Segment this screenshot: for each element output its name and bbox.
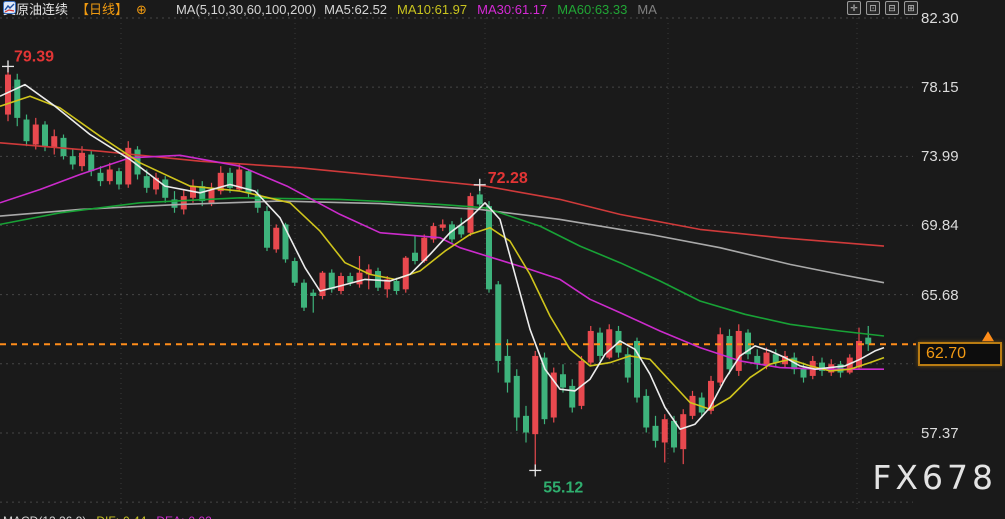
candles	[5, 66, 872, 471]
ma-line-ma200	[0, 142, 885, 247]
extreme-label-1: 72.28	[488, 170, 528, 187]
sub-indicator-seg-1: DIF:-0.44	[96, 514, 146, 519]
sub-indicator-strip: MACD(12,26,9) DIF:-0.44 DEA:-0.02	[0, 514, 1005, 519]
ma-settings-label: MA(5,10,30,60,100,200)	[175, 2, 317, 17]
watermark: FX678	[872, 458, 997, 497]
extreme-label-0: 79.39	[14, 48, 54, 65]
add-indicator-icon[interactable]: ⊕	[136, 2, 147, 17]
ma-values: MA5:62.52 MA10:61.97 MA30:61.17 MA60:63.33 M…	[324, 1, 657, 18]
axis-label-73.99: 73.99	[921, 148, 959, 166]
ma-line-ma10	[0, 95, 885, 411]
ma-line-ma30	[0, 154, 884, 371]
gridlines	[0, 17, 913, 512]
sub-indicator-seg-0: MACD(12,26,9)	[3, 514, 86, 519]
axis-label-78.15: 78.15	[921, 79, 959, 97]
pane-layout-2-icon[interactable]: ⊟	[885, 1, 899, 15]
pane-layout-1-icon[interactable]: ⊡	[866, 1, 880, 15]
sub-indicator-seg-2: DEA:-0.02	[156, 514, 211, 519]
axis-label-82.30: 82.30	[921, 10, 959, 27]
ma-value-1: MA10:61.97	[397, 2, 468, 17]
extreme-label-2: 55.12	[543, 479, 583, 496]
last-price-value: 62.70	[926, 345, 967, 363]
price-up-arrow-icon	[982, 331, 994, 342]
ma-line-ma5	[0, 83, 885, 431]
axis-label-57.37: 57.37	[921, 425, 959, 442]
ma-line-ma60	[0, 197, 885, 337]
ma-line-ma100	[0, 200, 885, 284]
axis-label-65.68: 65.68	[921, 286, 959, 304]
ma-value-4: MA	[637, 2, 657, 17]
sub-indicator-text: MACD(12,26,9) DIF:-0.44 DEA:-0.02	[0, 514, 1005, 519]
ma-value-2: MA30:61.17	[477, 2, 548, 17]
crosshair-pan-icon[interactable]: ✛	[847, 1, 861, 15]
extreme-markers: 79.39 72.28 55.12	[2, 48, 583, 496]
last-price-box: 62.70	[918, 342, 1002, 367]
pane-layout-3-icon[interactable]: ⊞	[904, 1, 918, 15]
ma-lines	[0, 83, 885, 431]
axis-label-69.84: 69.84	[921, 217, 959, 235]
chart-toolbar: ✛ ⊡ ⊟ ⊞	[847, 1, 918, 15]
mini-chart-icon[interactable]	[3, 1, 168, 16]
symbol-name: 美原油连续	[3, 2, 69, 17]
chart-header: 美原油连续 【日线】 ⊕ MA(5,10,30,60,100,200) MA5:…	[3, 1, 657, 18]
ma-value-0: MA5:62.52	[324, 2, 388, 17]
timeframe-label[interactable]: 【日线】	[76, 2, 129, 17]
ma-value-3: MA60:63.33	[557, 2, 628, 17]
